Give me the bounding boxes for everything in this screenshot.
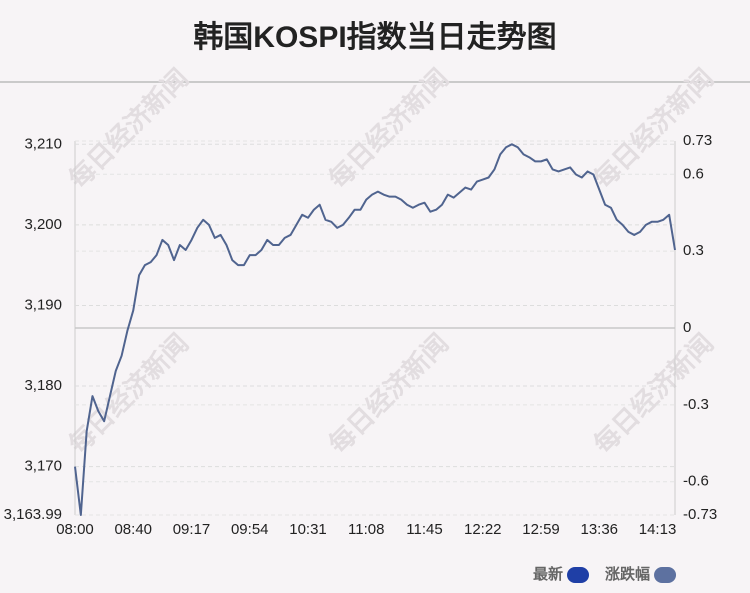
- x-tick-label: 12:59: [522, 521, 560, 538]
- x-tick-label: 08:00: [56, 521, 94, 538]
- legend-label[interactable]: 涨跌幅: [605, 565, 650, 583]
- y2-tick-label: -0.3: [683, 396, 709, 413]
- legend-swatch[interactable]: [654, 567, 677, 583]
- y2-tick-label: 0.6: [683, 165, 704, 182]
- y-tick-label: 3,210: [24, 135, 62, 152]
- y-tick-label: 3,190: [24, 296, 62, 313]
- chart-title: 韩国KOSPI指数当日走势图: [193, 21, 556, 54]
- x-tick-label: 08:40: [114, 521, 152, 538]
- legend-label[interactable]: 最新: [533, 565, 563, 583]
- y-tick-label: 3,200: [24, 216, 62, 233]
- x-tick-label: 14:13: [639, 521, 677, 538]
- x-tick-label: 12:22: [464, 521, 502, 538]
- legend-swatch[interactable]: [567, 567, 590, 583]
- y2-tick-label: -0.6: [683, 473, 709, 490]
- x-tick-label: 10:31: [289, 521, 327, 538]
- y2-tick-label: 0.3: [683, 242, 704, 259]
- x-tick-label: 11:45: [406, 521, 442, 538]
- y2-tick-label: -0.73: [683, 506, 717, 523]
- x-tick-label: 09:17: [173, 521, 211, 538]
- y-tick-label: 3,163.99: [4, 506, 62, 523]
- price-line: [74, 143, 676, 516]
- x-tick-label: 11:08: [348, 521, 384, 538]
- x-tick-label: 13:36: [580, 521, 618, 538]
- y2-tick-label: 0: [683, 319, 691, 336]
- x-tick-label: 09:54: [231, 521, 269, 538]
- y2-tick-label: 0.73: [683, 132, 712, 149]
- y-tick-label: 3,170: [24, 458, 62, 475]
- y-tick-label: 3,180: [24, 377, 62, 394]
